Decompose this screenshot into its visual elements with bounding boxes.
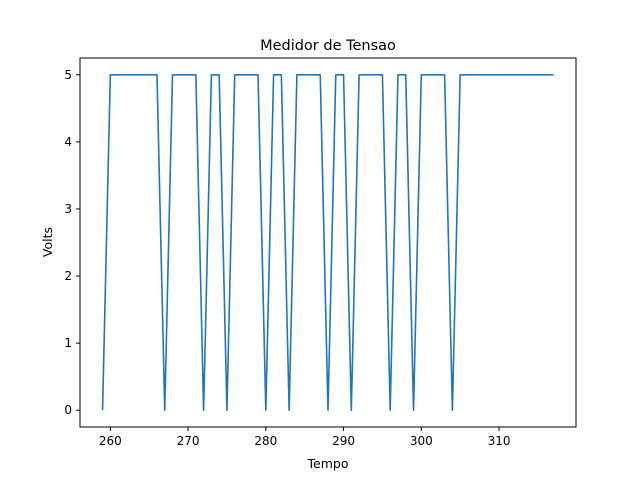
y-tick-label: 1 <box>64 336 72 350</box>
y-tick-label: 4 <box>64 135 72 149</box>
chart-title: Medidor de Tensao <box>260 38 396 54</box>
x-tick-label: 280 <box>254 434 277 448</box>
x-tick-label: 270 <box>177 434 200 448</box>
y-tick-label: 0 <box>64 403 72 417</box>
y-tick-label: 3 <box>64 202 72 216</box>
y-ticks: 0 1 2 3 4 5 <box>64 68 80 417</box>
x-tick-label: 260 <box>99 434 122 448</box>
plot-frame <box>79 57 577 428</box>
x-axis-label: Tempo <box>307 456 349 471</box>
y-tick-label: 2 <box>64 269 72 283</box>
y-tick-label: 5 <box>64 68 72 82</box>
y-axis-label: Volts <box>40 227 55 257</box>
x-tick-label: 300 <box>410 434 433 448</box>
series-line-0 <box>101 73 554 412</box>
series-layer <box>101 73 554 412</box>
x-ticks: 260 270 280 290 300 310 <box>99 427 511 448</box>
plot-background <box>80 58 576 427</box>
x-tick-label: 290 <box>332 434 355 448</box>
x-tick-label: 310 <box>488 434 511 448</box>
